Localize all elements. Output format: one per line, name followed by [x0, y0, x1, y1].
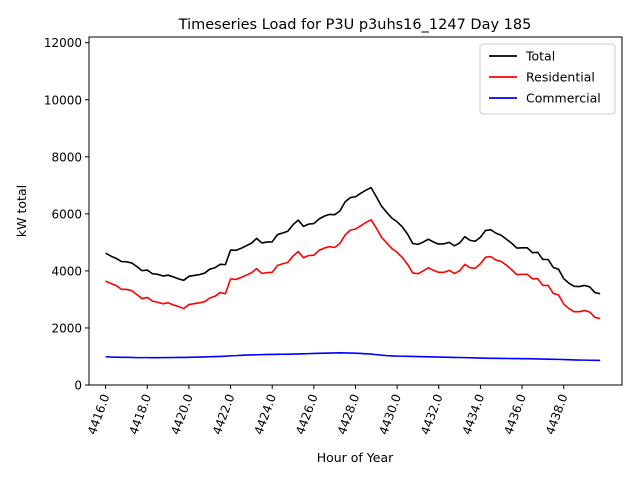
y-tick-label: 4000 — [51, 264, 82, 278]
y-tick-label: 10000 — [44, 93, 82, 107]
y-tick-label: 0 — [74, 379, 82, 393]
y-axis-label: kW total — [14, 185, 29, 237]
legend-frame — [479, 43, 616, 115]
series-line-total — [105, 186, 601, 295]
x-tick-label: 4420.0 — [168, 392, 196, 436]
x-tick-label: 4436.0 — [501, 392, 529, 436]
series-line-commercial — [105, 352, 601, 362]
y-tick-label: 2000 — [51, 321, 82, 335]
series-layer — [105, 186, 601, 362]
x-tick-label: 4424.0 — [252, 392, 280, 436]
x-tick-label: 4430.0 — [376, 392, 404, 436]
series-line-residential — [105, 219, 601, 320]
y-tick-label: 12000 — [44, 36, 82, 50]
x-axis-label: Hour of Year — [317, 450, 394, 465]
y-tick-label: 6000 — [51, 207, 82, 221]
legend: Total Residential Commercial — [479, 43, 616, 115]
legend-label-residential: Residential — [526, 70, 595, 85]
x-tick-label: 4434.0 — [460, 392, 488, 436]
x-tick-label: 4418.0 — [127, 392, 155, 436]
x-axis-ticks: 4416.0 4418.0 4420.0 4422.0 4424.0 4426.0 4428… — [85, 385, 571, 436]
x-tick-label: 4422.0 — [210, 392, 238, 436]
chart-title: Timeseries Load for P3U p3uhs16_1247 Day… — [178, 17, 532, 33]
x-tick-label: 4428.0 — [335, 392, 363, 436]
x-tick-label: 4432.0 — [418, 392, 446, 436]
legend-label-total: Total — [525, 49, 555, 64]
x-tick-label: 4426.0 — [293, 392, 321, 436]
x-tick-label: 4416.0 — [85, 392, 113, 436]
x-tick-label: 4438.0 — [543, 392, 571, 436]
y-axis-ticks: 0 2000 4000 6000 8000 10000 12000 — [44, 36, 89, 393]
y-tick-label: 8000 — [51, 150, 82, 164]
legend-label-commercial: Commercial — [526, 91, 601, 106]
